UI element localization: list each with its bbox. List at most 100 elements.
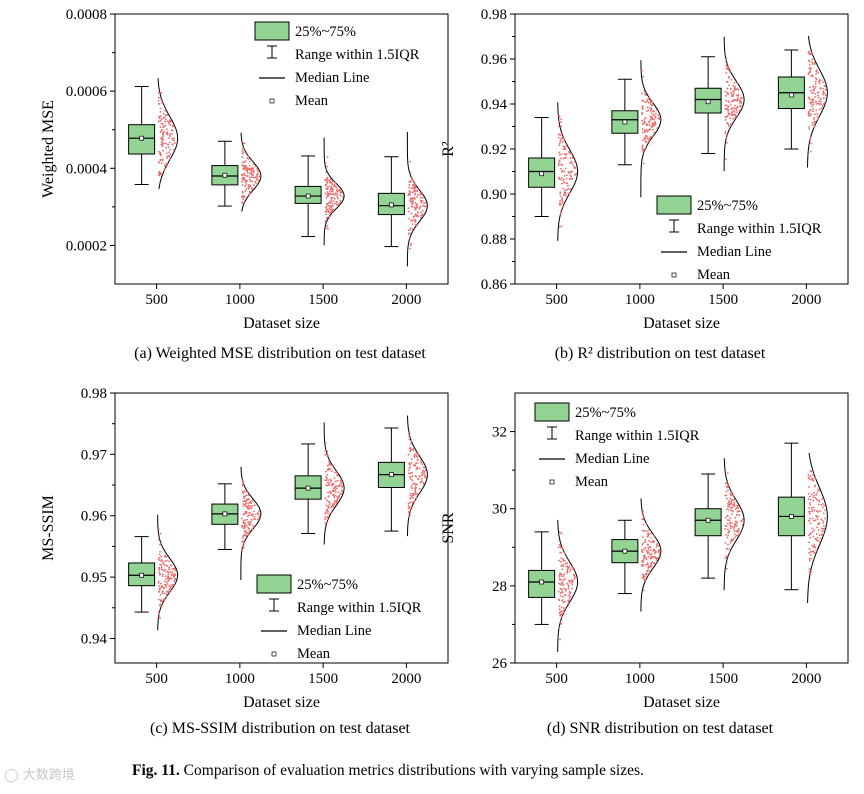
data-point <box>162 137 165 140</box>
density-curve <box>157 78 179 190</box>
data-point <box>724 118 727 121</box>
data-point <box>815 549 818 552</box>
data-point <box>163 130 166 133</box>
data-point <box>339 199 342 202</box>
data-point <box>816 536 819 539</box>
data-point <box>650 100 653 103</box>
data-point <box>414 453 416 456</box>
data-point <box>808 125 810 128</box>
data-point <box>413 185 415 188</box>
legend: 25%~75% Range within 1.5IQR Median Line Mea… <box>534 402 700 490</box>
data-point <box>418 487 421 490</box>
data-point <box>812 506 815 509</box>
data-point <box>820 103 822 106</box>
data-point <box>417 193 419 196</box>
data-point <box>733 111 736 113</box>
data-point <box>408 438 411 441</box>
density-curve <box>323 137 345 246</box>
data-point <box>569 157 572 160</box>
data-point <box>409 199 412 202</box>
x-tick-label: 500 <box>545 671 568 687</box>
x-tick-label: 1000 <box>625 292 655 308</box>
data-point <box>641 144 644 147</box>
data-point <box>159 543 161 546</box>
data-point <box>734 516 737 519</box>
legend-label-iqr: 25%~75% <box>575 405 636 421</box>
data-point <box>159 555 162 558</box>
panel-a: 0.0002 0.0004 0.0006 0.0008 Dataset size Weig… <box>40 7 449 332</box>
data-point <box>329 211 332 214</box>
data-point <box>726 502 729 505</box>
data-point <box>815 514 817 517</box>
data-point <box>562 607 565 610</box>
data-point <box>567 184 569 187</box>
data-point <box>332 483 334 486</box>
data-point <box>729 117 731 120</box>
data-point <box>244 190 247 193</box>
mean-marker <box>622 548 628 554</box>
density-curve <box>640 60 662 198</box>
data-point <box>164 554 166 557</box>
data-point <box>559 551 562 554</box>
data-point <box>166 131 169 134</box>
data-points <box>324 442 344 525</box>
data-point <box>817 94 819 97</box>
data-point <box>164 124 167 127</box>
data-point <box>654 117 657 119</box>
data-point <box>643 557 646 559</box>
data-points <box>807 470 827 574</box>
mean-marker <box>222 511 228 517</box>
data-point <box>408 190 411 192</box>
data-point <box>252 171 255 173</box>
data-point <box>248 529 251 532</box>
data-point <box>419 191 422 194</box>
data-point <box>327 179 329 182</box>
data-point <box>414 489 417 492</box>
data-point <box>164 110 166 112</box>
x-tick-label: 1500 <box>708 671 738 687</box>
data-point <box>558 159 561 162</box>
data-point <box>807 498 810 500</box>
data-point <box>563 552 566 555</box>
data-point <box>816 91 819 94</box>
data-point <box>251 528 254 531</box>
legend-mean-marker <box>269 98 275 104</box>
data-point <box>422 482 425 484</box>
data-point <box>412 448 415 450</box>
data-point <box>241 190 244 193</box>
data-point <box>256 173 259 176</box>
data-point <box>330 193 332 196</box>
data-point <box>818 100 821 103</box>
data-point <box>411 483 414 486</box>
data-point <box>561 565 564 568</box>
data-point <box>725 64 728 67</box>
data-point <box>335 194 337 197</box>
data-point <box>338 201 341 204</box>
data-point <box>326 509 329 512</box>
data-point <box>157 538 160 541</box>
data-point <box>326 512 329 514</box>
data-point <box>562 575 565 577</box>
data-point <box>816 518 819 521</box>
data-point <box>818 79 821 81</box>
x-axis-label: Dataset size <box>243 694 320 711</box>
data-point <box>817 522 820 525</box>
data-point <box>331 180 334 183</box>
y-axis-label: MS-SSIM <box>40 495 57 561</box>
data-point <box>242 500 245 503</box>
data-point <box>325 213 328 216</box>
legend-label-mean: Mean <box>295 93 329 109</box>
data-point <box>167 137 170 139</box>
data-point <box>641 106 644 109</box>
data-point <box>644 116 647 119</box>
data-point <box>566 571 569 574</box>
data-point <box>409 501 411 504</box>
data-point <box>245 167 248 170</box>
y-tick-label: 28 <box>492 579 507 595</box>
data-point <box>727 543 729 546</box>
data-point <box>569 568 572 571</box>
data-point <box>643 90 646 93</box>
data-point <box>165 128 168 131</box>
data-point <box>809 498 812 501</box>
figure-caption-text: Comparison of evaluation metrics distrib… <box>183 762 644 779</box>
